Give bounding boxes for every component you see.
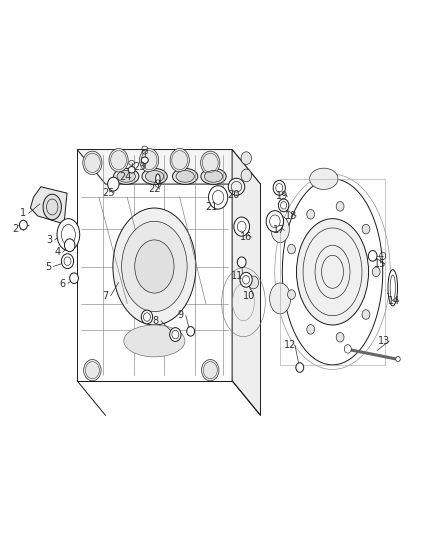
Ellipse shape xyxy=(228,178,245,195)
Circle shape xyxy=(170,149,189,172)
Ellipse shape xyxy=(201,168,226,184)
Circle shape xyxy=(266,211,284,232)
Circle shape xyxy=(109,149,128,172)
Text: 22: 22 xyxy=(148,184,161,195)
Circle shape xyxy=(288,290,295,300)
Ellipse shape xyxy=(124,325,185,357)
Ellipse shape xyxy=(128,166,135,173)
Ellipse shape xyxy=(145,171,164,182)
Circle shape xyxy=(336,333,344,342)
Circle shape xyxy=(170,328,181,342)
Circle shape xyxy=(273,180,286,195)
Circle shape xyxy=(19,220,27,230)
Text: 24: 24 xyxy=(119,172,131,182)
Ellipse shape xyxy=(135,240,174,293)
Polygon shape xyxy=(30,187,67,224)
Circle shape xyxy=(307,209,314,219)
Text: 4: 4 xyxy=(54,247,60,257)
Ellipse shape xyxy=(270,283,290,314)
Circle shape xyxy=(240,272,252,287)
Text: 18: 18 xyxy=(285,211,297,221)
Polygon shape xyxy=(283,179,383,365)
Circle shape xyxy=(237,257,246,268)
Text: 19: 19 xyxy=(276,191,289,201)
Polygon shape xyxy=(77,150,232,381)
Text: 9: 9 xyxy=(177,310,184,320)
Circle shape xyxy=(234,217,250,236)
Ellipse shape xyxy=(117,171,135,182)
Ellipse shape xyxy=(173,168,198,184)
Ellipse shape xyxy=(388,270,398,306)
Ellipse shape xyxy=(176,171,194,182)
Circle shape xyxy=(140,149,159,172)
Text: 7: 7 xyxy=(102,290,109,301)
Circle shape xyxy=(248,276,258,289)
Text: 23: 23 xyxy=(133,161,146,172)
Circle shape xyxy=(396,357,400,362)
Circle shape xyxy=(208,185,228,209)
Ellipse shape xyxy=(122,221,187,312)
Ellipse shape xyxy=(155,174,160,183)
Text: 15: 15 xyxy=(374,259,386,269)
Ellipse shape xyxy=(205,171,223,182)
Ellipse shape xyxy=(113,168,139,184)
Circle shape xyxy=(141,310,152,324)
Circle shape xyxy=(201,151,220,174)
Ellipse shape xyxy=(113,208,196,325)
Text: 2: 2 xyxy=(12,224,18,235)
Circle shape xyxy=(201,360,219,381)
Circle shape xyxy=(296,363,304,372)
Circle shape xyxy=(83,151,102,174)
Circle shape xyxy=(372,267,380,277)
Text: 3: 3 xyxy=(46,235,53,245)
Text: 25: 25 xyxy=(103,188,115,198)
Ellipse shape xyxy=(141,157,148,164)
Circle shape xyxy=(84,360,101,381)
Circle shape xyxy=(70,273,78,284)
Polygon shape xyxy=(232,150,261,415)
Text: 6: 6 xyxy=(60,279,66,288)
Circle shape xyxy=(279,199,289,212)
Text: 12: 12 xyxy=(283,340,296,350)
Circle shape xyxy=(61,254,74,269)
Ellipse shape xyxy=(142,168,167,184)
Text: 10: 10 xyxy=(243,290,255,301)
Circle shape xyxy=(241,152,251,165)
Text: 8: 8 xyxy=(152,316,159,326)
Text: 16: 16 xyxy=(240,232,252,243)
Ellipse shape xyxy=(57,219,80,251)
Ellipse shape xyxy=(43,194,61,220)
Ellipse shape xyxy=(297,219,368,325)
Circle shape xyxy=(344,345,351,353)
Polygon shape xyxy=(77,150,261,184)
Text: 11: 11 xyxy=(231,271,244,281)
Text: 21: 21 xyxy=(205,202,217,212)
Circle shape xyxy=(307,325,314,334)
Circle shape xyxy=(362,310,370,319)
Text: 13: 13 xyxy=(378,336,390,346)
Text: 17: 17 xyxy=(273,225,286,236)
Text: 20: 20 xyxy=(227,190,239,200)
Text: 14: 14 xyxy=(388,295,400,305)
Ellipse shape xyxy=(310,168,338,189)
Circle shape xyxy=(64,239,75,252)
Circle shape xyxy=(108,177,119,191)
Circle shape xyxy=(288,244,295,254)
Text: 5: 5 xyxy=(45,262,51,271)
Circle shape xyxy=(362,224,370,234)
Text: 1: 1 xyxy=(20,208,26,219)
Circle shape xyxy=(241,169,251,182)
Ellipse shape xyxy=(271,216,289,243)
Circle shape xyxy=(368,251,377,261)
Circle shape xyxy=(187,327,194,336)
Circle shape xyxy=(336,201,344,211)
